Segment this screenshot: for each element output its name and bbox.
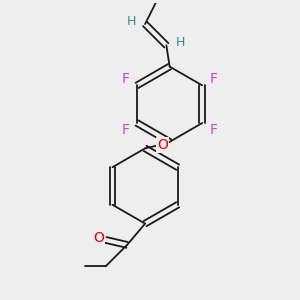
Text: F: F [122, 123, 130, 136]
Text: O: O [93, 231, 104, 245]
Text: F: F [122, 72, 130, 86]
Text: F: F [210, 72, 218, 86]
Text: H: H [176, 36, 185, 49]
Text: H: H [127, 15, 136, 28]
Text: F: F [210, 123, 218, 136]
Text: O: O [158, 138, 168, 152]
